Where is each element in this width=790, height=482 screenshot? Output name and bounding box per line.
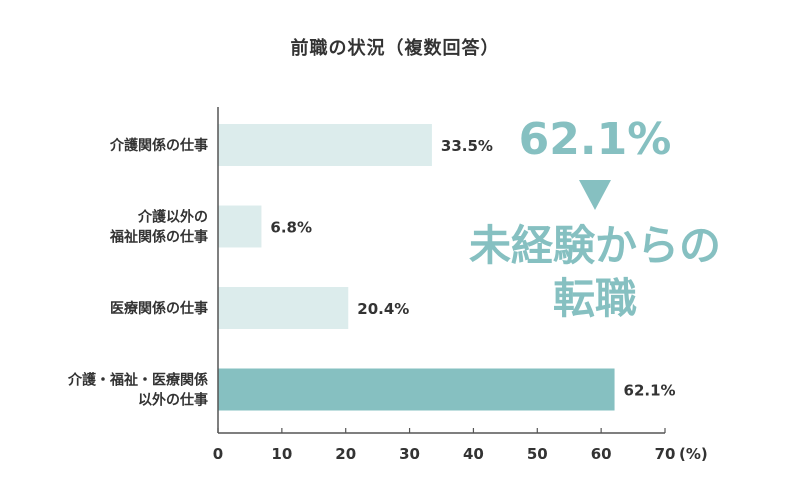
category-label: 介護・福祉・医療関係 xyxy=(67,372,208,389)
x-tick-label: 10 xyxy=(271,445,292,463)
bar xyxy=(218,124,432,166)
bar xyxy=(218,205,262,248)
x-tick-label: 50 xyxy=(527,445,548,463)
x-tick-label: 0 xyxy=(213,445,223,463)
x-tick-label: 20 xyxy=(335,445,356,463)
bar-value-label: 33.5% xyxy=(441,137,493,155)
callout: 62.1% 未経験からの 転職 xyxy=(455,118,735,325)
x-axis-unit: (%) xyxy=(679,445,708,463)
category-label: 医療関係の仕事 xyxy=(110,300,208,317)
chart-title: 前職の状況（複数回答） xyxy=(290,38,500,59)
down-triangle-icon xyxy=(579,180,611,210)
bar-value-label: 62.1% xyxy=(624,382,676,400)
category-label: 介護以外の xyxy=(137,209,208,226)
x-tick-label: 40 xyxy=(463,445,484,463)
callout-line-1: 未経験からの xyxy=(468,221,721,270)
x-tick-label: 30 xyxy=(399,445,420,463)
bar xyxy=(218,368,615,411)
bar-value-label: 6.8% xyxy=(270,219,312,237)
category-label: 介護関係の仕事 xyxy=(109,137,208,154)
bar-value-label: 20.4% xyxy=(357,300,409,318)
category-label: 以外の仕事 xyxy=(138,392,208,409)
callout-line-2: 転職 xyxy=(552,273,637,323)
x-tick-label: 60 xyxy=(591,445,612,463)
category-label: 福祉関係の仕事 xyxy=(109,229,208,246)
callout-percent: 62.1% xyxy=(518,114,672,165)
bar xyxy=(218,287,349,329)
x-tick-label: 70 xyxy=(655,445,676,463)
